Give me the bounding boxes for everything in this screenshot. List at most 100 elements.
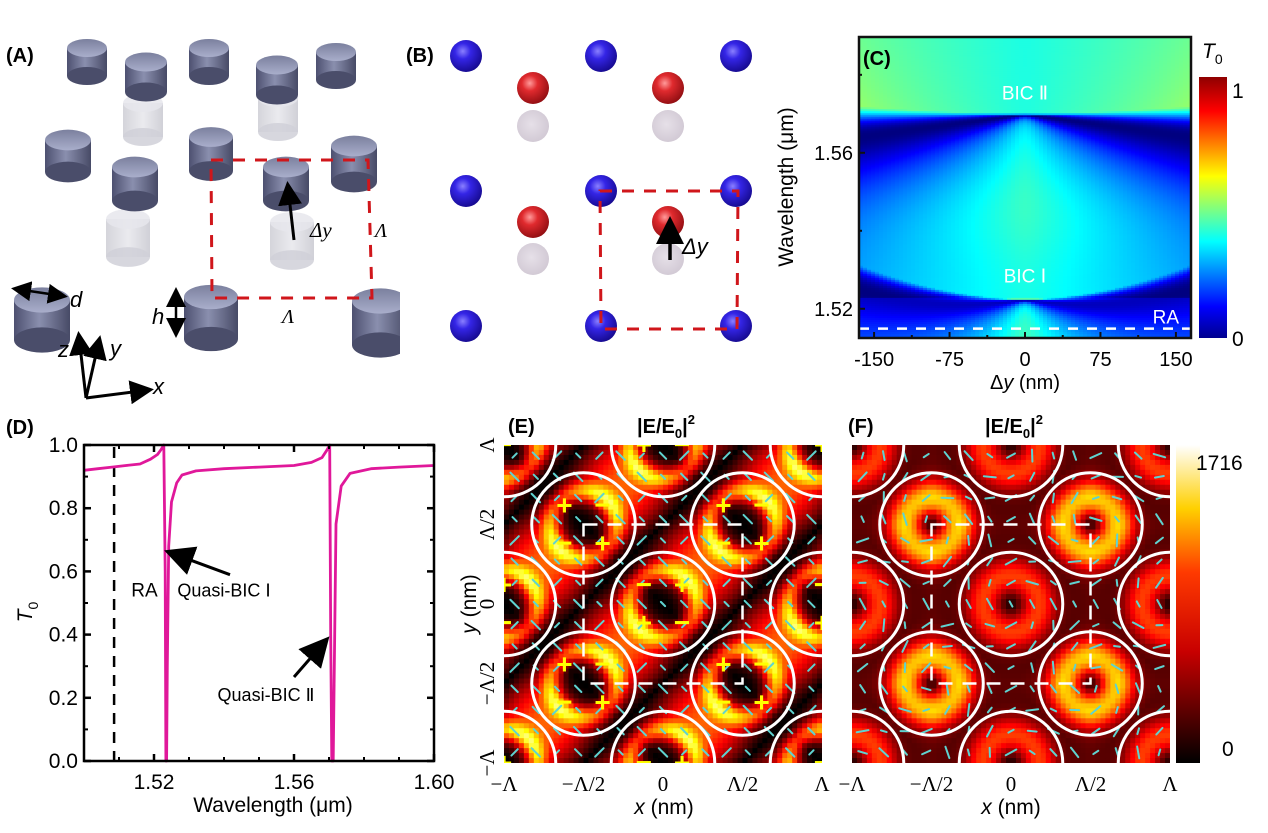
heatmap-cell	[891, 329, 896, 333]
heatmap-cell	[951, 259, 956, 263]
heatmap-cell	[939, 231, 944, 235]
heatmap-cell	[935, 107, 940, 110]
heatmap-cell	[931, 227, 936, 231]
heatmap-cell	[883, 229, 888, 233]
heatmap-cell	[951, 321, 956, 325]
heatmap-cell	[895, 313, 900, 317]
heatmap-cell	[927, 309, 932, 313]
heatmap-cell	[923, 123, 928, 126]
heatmap-cell	[899, 79, 904, 82]
heatmap-cell	[911, 237, 916, 241]
heatmap-cell	[943, 69, 948, 72]
heatmap-cell	[911, 169, 916, 173]
heatmap-cell	[899, 255, 904, 259]
heatmap-cell	[915, 111, 920, 114]
heatmap-cell	[867, 211, 872, 215]
heatmap-cell	[871, 113, 876, 116]
heatmap-cell	[867, 311, 872, 315]
heatmap-cell	[955, 131, 960, 134]
heatmap-cell	[863, 37, 868, 40]
heatmap-cell	[887, 135, 892, 138]
heatmap-cell	[939, 81, 944, 84]
heatmap-cell	[875, 235, 880, 239]
heatmap-cell	[859, 319, 864, 323]
heatmap-cell	[899, 159, 904, 163]
heatmap-cell	[919, 313, 924, 317]
heatmap-cell	[883, 39, 888, 42]
heatmap-cell	[899, 323, 904, 327]
heatmap-cell	[919, 169, 924, 173]
heatmap-cell	[955, 135, 960, 138]
heatmap-cell	[955, 155, 960, 158]
heatmap-cell	[947, 37, 952, 40]
heatmap-cell	[863, 255, 868, 259]
heatmap-cell	[911, 115, 916, 118]
heatmap-cell	[927, 139, 932, 142]
heatmap-cell	[891, 195, 896, 199]
heatmap-cell	[911, 43, 916, 46]
heatmap-cell	[859, 317, 864, 321]
heatmap-cell	[951, 53, 956, 56]
heatmap-cell	[907, 319, 912, 323]
heatmap-cell	[919, 79, 924, 82]
heatmap-cell	[903, 87, 908, 90]
heatmap-cell	[871, 37, 876, 40]
period-y-label: Λ	[373, 220, 387, 242]
heatmap-cell	[911, 173, 916, 177]
heatmap-cell	[907, 313, 912, 317]
heatmap-cell	[947, 173, 952, 177]
heatmap-cell	[903, 169, 908, 173]
heatmap-cell	[931, 283, 936, 287]
heatmap-cell	[951, 155, 956, 158]
heatmap-cell	[891, 305, 896, 309]
heatmap-cell	[951, 263, 956, 267]
heatmap-cell	[867, 215, 872, 219]
heatmap-cell	[875, 135, 880, 138]
heatmap-cell	[907, 111, 912, 114]
heatmap-cell	[931, 57, 936, 60]
heatmap-cell	[895, 121, 900, 124]
heatmap-cell	[863, 309, 868, 313]
heatmap-cell	[955, 177, 960, 181]
heatmap-cell	[879, 83, 884, 86]
heatmap-cell	[883, 115, 888, 118]
heatmap-cell	[903, 129, 908, 132]
heatmap-cell	[903, 59, 908, 62]
heatmap-cell	[907, 109, 912, 112]
heatmap-cell	[947, 289, 952, 293]
heatmap-cell	[919, 139, 924, 142]
heatmap-cell	[919, 105, 924, 108]
heatmap-cell	[859, 171, 864, 175]
heatmap-cell	[871, 101, 876, 104]
heatmap-cell	[923, 39, 928, 42]
heatmap-cell	[879, 177, 884, 181]
heatmap-cell	[955, 159, 960, 163]
heatmap-cell	[943, 59, 948, 62]
heatmap-cell	[935, 267, 940, 271]
heatmap-cell	[923, 131, 928, 134]
heatmap-cell	[943, 147, 948, 150]
heatmap-cell	[915, 95, 920, 98]
heatmap-cell	[907, 203, 912, 207]
heatmap-cell	[903, 261, 908, 265]
heatmap-cell	[903, 291, 908, 295]
heatmap-cell	[867, 141, 872, 144]
heatmap-cell	[895, 247, 900, 251]
heatmap-cell	[863, 127, 868, 130]
heatmap-cell	[915, 145, 920, 148]
heatmap-cell	[911, 321, 916, 325]
heatmap-cell	[915, 213, 920, 217]
heatmap-cell	[891, 323, 896, 327]
heatmap-cell	[951, 329, 956, 333]
heatmap-cell	[907, 243, 912, 247]
heatmap-cell	[875, 225, 880, 229]
heatmap-cell	[879, 111, 884, 114]
heatmap-cell	[943, 93, 948, 96]
heatmap-cell	[951, 107, 956, 110]
heatmap-cell	[887, 53, 892, 56]
heatmap-cell	[939, 293, 944, 297]
heatmap-cell	[907, 163, 912, 167]
heatmap-cell	[919, 285, 924, 289]
heatmap-cell	[887, 165, 892, 169]
heatmap-cell	[863, 251, 868, 255]
